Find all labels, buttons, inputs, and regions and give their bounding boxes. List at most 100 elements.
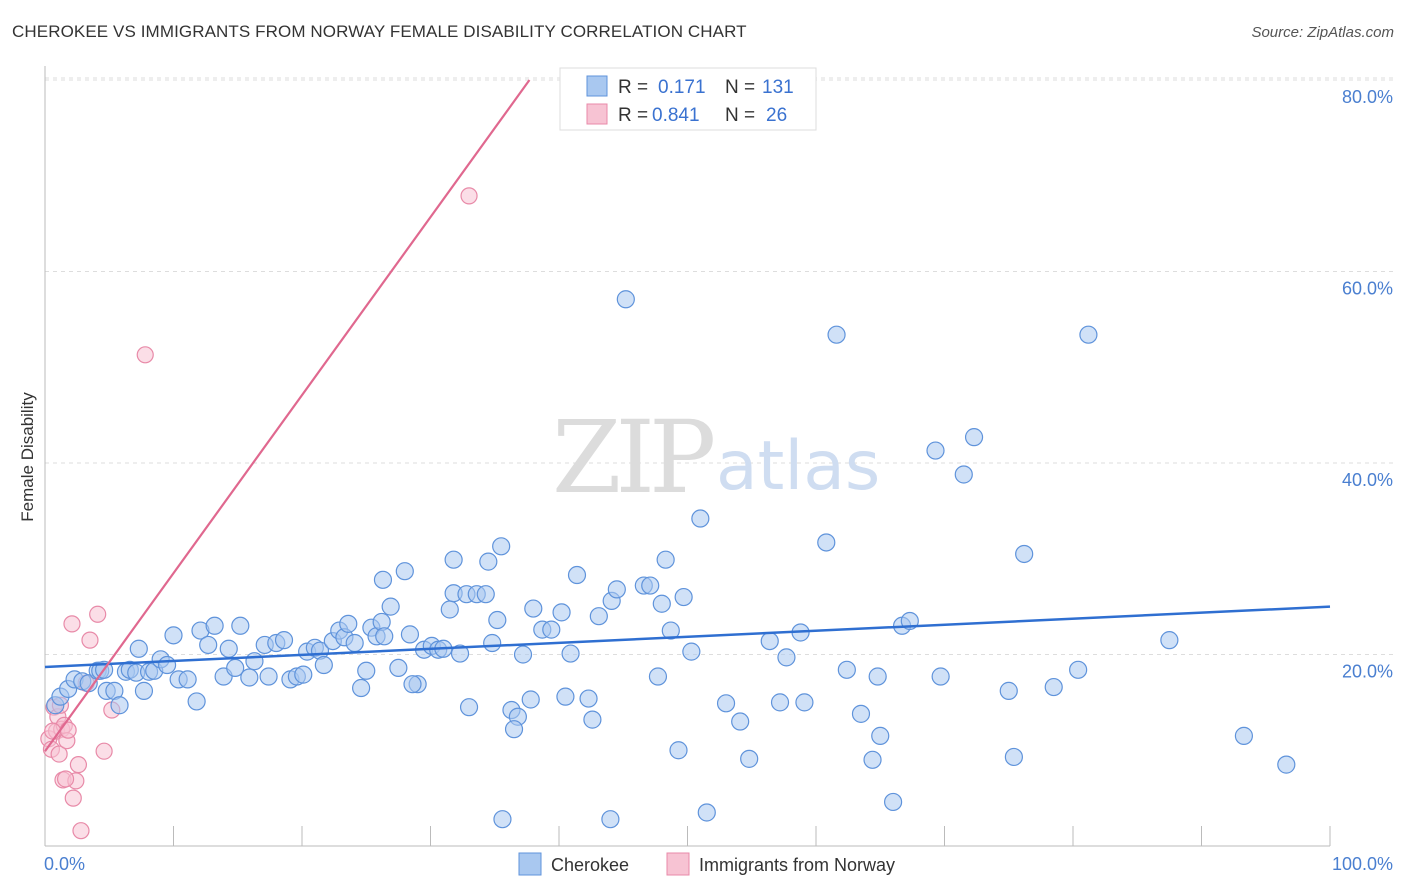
grid-layer bbox=[45, 77, 1395, 655]
cherokee-point bbox=[450, 644, 470, 663]
cherokee-point bbox=[524, 599, 543, 618]
cherokee-point bbox=[697, 803, 716, 822]
bottom-legend-cherokee: Cherokee bbox=[551, 855, 629, 875]
cherokee-point bbox=[652, 594, 671, 613]
norway-point bbox=[136, 346, 154, 364]
cherokee-point bbox=[999, 681, 1018, 700]
legend-r-label-norway: R = bbox=[618, 105, 648, 126]
norway-point bbox=[89, 605, 107, 623]
norway-trendline bbox=[44, 79, 531, 752]
cherokee-point bbox=[521, 690, 540, 709]
cherokee-point bbox=[294, 665, 313, 684]
cherokee-point bbox=[770, 693, 790, 712]
cherokee-point bbox=[1069, 660, 1088, 679]
cherokee-point bbox=[716, 694, 736, 713]
watermark: ZIP atlas bbox=[552, 399, 880, 516]
cherokee-point bbox=[691, 509, 710, 528]
cherokee-point bbox=[669, 741, 688, 760]
cherokee-point bbox=[837, 660, 856, 679]
cherokee-point bbox=[199, 635, 218, 655]
cherokee-point bbox=[492, 537, 511, 556]
y-tick-label-60: 60.0% bbox=[1342, 279, 1393, 299]
y-tick-label-80: 80.0% bbox=[1342, 87, 1393, 107]
legend-n-value-cherokee: 131 bbox=[762, 77, 794, 98]
cherokee-point bbox=[607, 580, 626, 599]
y-tick-label-20: 20.0% bbox=[1342, 662, 1393, 682]
cherokee-point bbox=[1234, 726, 1254, 745]
source-label: Source: ZipAtlas.com bbox=[1251, 24, 1394, 41]
cherokee-point bbox=[357, 661, 376, 680]
cherokee-point bbox=[661, 621, 680, 640]
cherokee-point bbox=[567, 565, 587, 585]
cherokee-point bbox=[444, 550, 463, 569]
cherokee-point bbox=[178, 670, 197, 689]
norway-point bbox=[460, 187, 478, 205]
cherokee-point bbox=[641, 576, 660, 595]
legend-r-value-cherokee: 0.171 bbox=[658, 77, 706, 98]
cherokee-point bbox=[931, 667, 950, 686]
cherokee-point bbox=[129, 639, 148, 658]
cherokee-point bbox=[561, 644, 580, 663]
cherokee-point bbox=[381, 597, 400, 616]
cherokee-point bbox=[339, 614, 358, 633]
cherokee-point bbox=[400, 625, 420, 644]
norway-point bbox=[56, 770, 75, 788]
cherokee-point bbox=[240, 668, 259, 687]
y-tick-label-40: 40.0% bbox=[1342, 470, 1393, 490]
cherokee-point bbox=[373, 570, 393, 589]
cherokee-point bbox=[504, 720, 524, 739]
bottom-legend-norway: Immigrants from Norway bbox=[699, 855, 895, 875]
cherokee-point bbox=[1160, 631, 1179, 650]
cherokee-point bbox=[601, 810, 620, 829]
cherokee-point bbox=[731, 712, 750, 731]
cherokee-point bbox=[760, 631, 779, 651]
cherokee-point bbox=[827, 325, 846, 344]
norway-point bbox=[72, 822, 90, 840]
cherokee-point bbox=[245, 652, 264, 671]
cherokee-point bbox=[226, 658, 245, 678]
cherokee-point bbox=[542, 620, 561, 639]
bottom-legend-swatch-norway bbox=[666, 852, 690, 876]
cherokee-point bbox=[648, 667, 668, 686]
cherokee-point bbox=[375, 627, 394, 646]
cherokee-point bbox=[579, 689, 598, 708]
cherokee-point bbox=[682, 642, 701, 661]
cherokee-point bbox=[187, 692, 206, 711]
norway-point bbox=[81, 631, 99, 649]
cherokee-point bbox=[871, 726, 890, 745]
cherokee-point bbox=[488, 610, 507, 630]
cherokee-point bbox=[483, 633, 502, 653]
watermark-atlas: atlas bbox=[716, 427, 880, 506]
cherokee-point bbox=[583, 710, 602, 729]
cherokee-point bbox=[656, 550, 675, 569]
cherokee-point bbox=[493, 810, 512, 829]
legend-n-label-norway: N = bbox=[725, 105, 755, 126]
chart-title: CHEROKEE VS IMMIGRANTS FROM NORWAY FEMAL… bbox=[12, 22, 747, 41]
cherokee-point bbox=[589, 607, 608, 626]
cherokee-point bbox=[157, 655, 177, 675]
cherokee-point bbox=[954, 465, 973, 484]
cherokee-point bbox=[1015, 544, 1034, 564]
norway-point bbox=[63, 615, 81, 633]
legend-n-label-cherokee: N = bbox=[725, 77, 755, 98]
cherokee-point bbox=[110, 696, 129, 715]
cherokee-point bbox=[777, 648, 796, 667]
cherokee-point bbox=[740, 749, 759, 768]
norway-point bbox=[64, 789, 82, 807]
cherokee-point bbox=[674, 587, 693, 607]
cherokee-point bbox=[164, 626, 183, 645]
axes-layer bbox=[44, 66, 1331, 847]
cherokee-point bbox=[352, 678, 371, 698]
y-tick-labels: 20.0% 40.0% 60.0% 80.0% bbox=[1342, 87, 1393, 682]
cherokee-point bbox=[134, 681, 154, 700]
legend-r-label-cherokee: R = bbox=[618, 77, 648, 98]
cherokee-point bbox=[883, 792, 903, 812]
norway-point bbox=[95, 742, 113, 760]
cherokee-point bbox=[1044, 677, 1063, 697]
cherokee-point bbox=[314, 655, 333, 675]
norway-points bbox=[40, 187, 478, 840]
legend-swatch-cherokee bbox=[586, 75, 608, 97]
cherokee-point bbox=[231, 616, 250, 635]
cherokee-point bbox=[926, 441, 945, 460]
